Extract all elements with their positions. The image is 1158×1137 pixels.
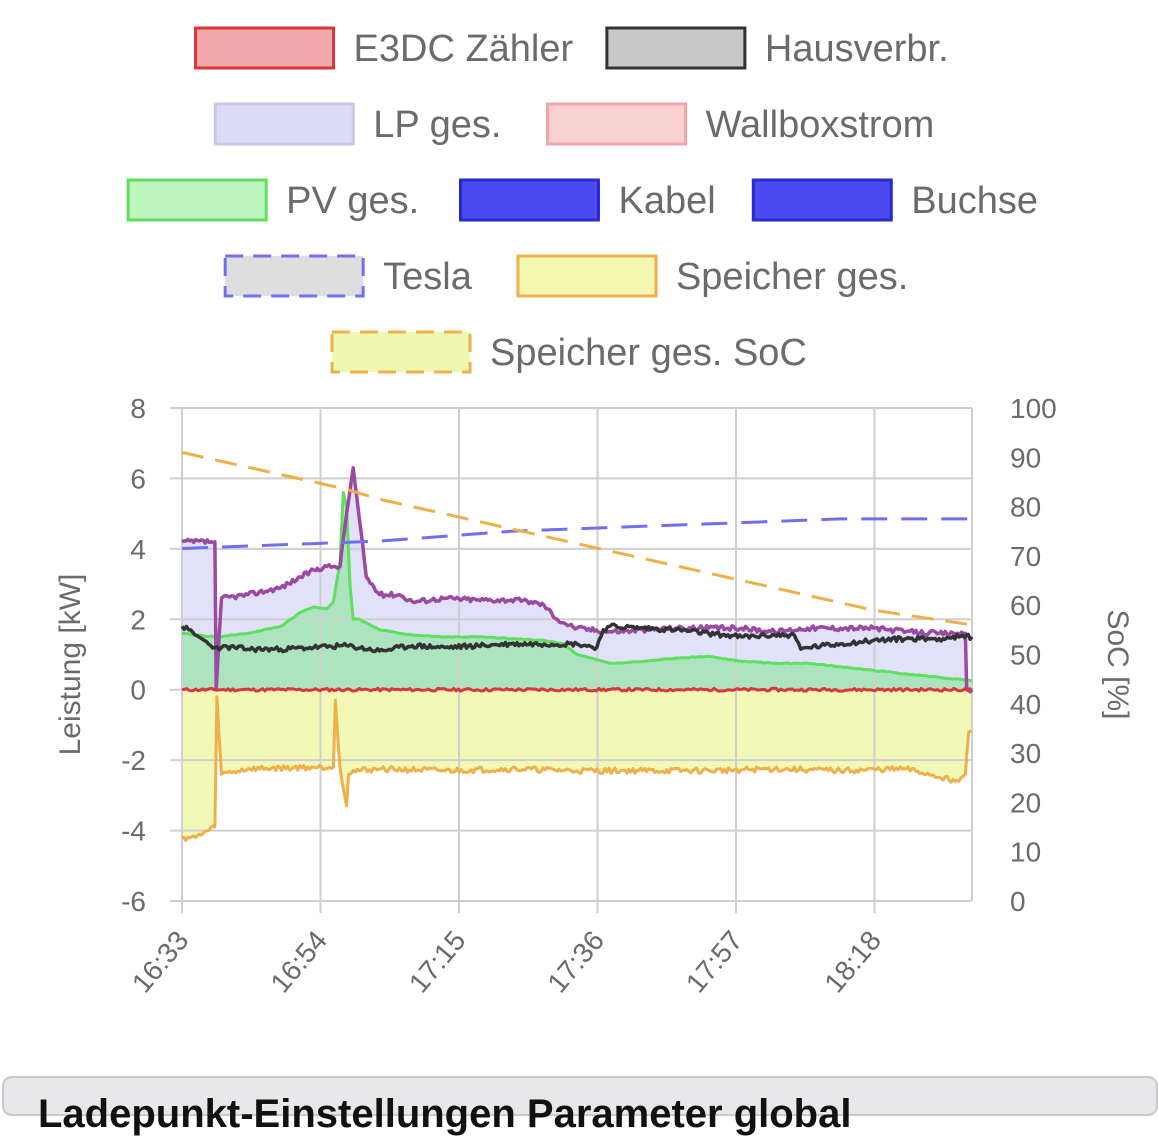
y-right-tick-label: 20 [1010,787,1041,818]
y-right-tick-label: 100 [1010,393,1057,424]
x-tick-label: 18:18 [818,925,887,999]
y-right-tick-label: 50 [1010,640,1041,671]
legend-swatch-speicher-ges[interactable] [516,254,658,298]
y-left-tick-label: 0 [130,675,146,706]
y-right-tick-label: 0 [1010,886,1026,917]
next-card-title: Ladepunkt-Einstellungen Parameter global [38,1092,852,1136]
y-right-axis-title: SoC [%] [1101,609,1134,719]
y-right-tick-label: 70 [1010,541,1041,572]
y-right-tick-label: 30 [1010,738,1041,769]
y-left-axis-title: Leistung [kW] [54,574,87,756]
legend-swatch-buchse[interactable] [751,178,893,222]
legend-label-wallboxstrom[interactable]: Wallboxstrom [706,104,935,146]
legend-swatch-speicher-ges-soc[interactable] [330,330,472,374]
legend-swatch-lp-ges[interactable] [213,102,355,146]
y-right-tick-label: 60 [1010,590,1041,621]
next-card[interactable]: Ladepunkt-Einstellungen Parameter global [2,1076,1158,1136]
y-left-tick-label: -2 [121,745,146,776]
legend-label-buchse[interactable]: Buchse [911,180,1038,222]
legend-label-speicher-ges[interactable]: Speicher ges. [676,256,908,298]
x-tick-label: 16:33 [126,925,195,999]
legend-label-speicher-ges-soc[interactable]: Speicher ges. SoC [490,332,807,374]
x-tick-label: 17:57 [680,925,749,999]
y-left-tick-label: 4 [130,534,146,565]
legend-swatch-kabel[interactable] [458,178,600,222]
y-left-tick-label: 8 [130,393,146,424]
legend-swatch-tesla[interactable] [223,254,365,298]
series-line-lp-ges [181,466,974,694]
y-left-tick-label: 2 [130,604,146,635]
series-line-tesla [181,517,972,550]
area-speicher-ges [182,689,972,841]
x-tick-label: 16:54 [264,925,333,999]
series-line-hausverbr [180,622,974,654]
y-left-tick-label: -4 [121,816,146,847]
legend-swatch-wallboxstrom[interactable] [546,102,688,146]
legend-label-kabel[interactable]: Kabel [618,180,715,222]
series-line-speicher-ges [181,695,973,842]
power-chart: E3DC Zähler Hausverbr. LP ges. Wallboxstrom… [54,26,1134,999]
legend-label-e3dc-z-hler[interactable]: E3DC Zähler [354,28,574,70]
y-left-tick-label: -6 [121,886,146,917]
y-right-tick-label: 90 [1010,442,1041,473]
y-right-tick-label: 40 [1010,689,1041,720]
series-line-pv-ges [182,491,973,683]
y-right-tick-label: 80 [1010,492,1041,523]
chart-card: E3DC Zähler Hausverbr. LP ges. Wallboxstrom… [54,26,1134,999]
legend-label-hausverbr[interactable]: Hausverbr. [765,28,949,70]
x-tick-label: 17:15 [403,925,472,999]
legend-label-pv-ges[interactable]: PV ges. [286,180,419,222]
legend-label-lp-ges[interactable]: LP ges. [373,104,501,146]
plot-lines [180,450,974,842]
y-left-tick-label: 6 [130,463,146,494]
series-line-e3dc-z-hler [181,686,973,693]
area-pv-ges [182,492,972,690]
legend-swatch-e3dc-z-hler[interactable] [194,26,336,70]
legend-label-tesla[interactable]: Tesla [383,256,473,298]
y-right-tick-label: 10 [1010,837,1041,868]
legend: E3DC Zähler Hausverbr. LP ges. Wallboxstrom… [126,26,1038,374]
legend-swatch-hausverbr[interactable] [605,26,747,70]
legend-swatch-pv-ges[interactable] [126,178,268,222]
x-tick-label: 17:36 [541,925,610,999]
